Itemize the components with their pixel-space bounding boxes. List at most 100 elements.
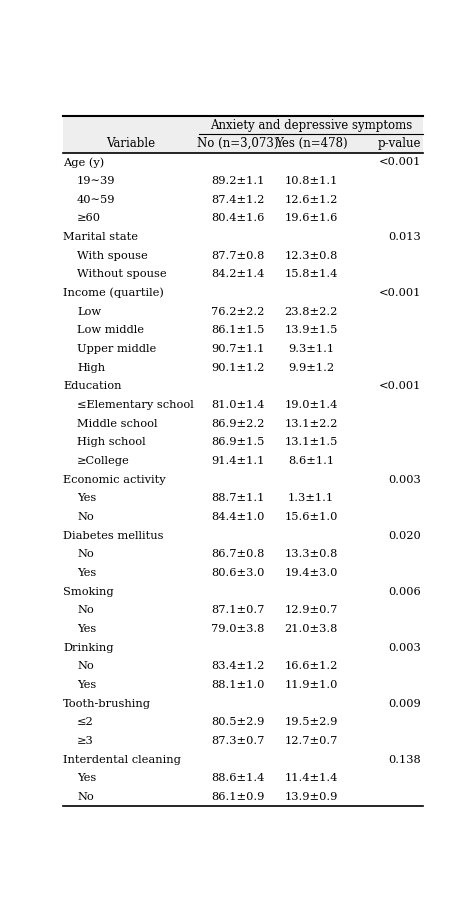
Text: p-value: p-value (378, 137, 421, 151)
Text: 83.4±1.2: 83.4±1.2 (211, 661, 264, 671)
Text: 13.1±2.2: 13.1±2.2 (284, 419, 338, 429)
Text: Low middle: Low middle (77, 325, 144, 335)
Text: 15.8±1.4: 15.8±1.4 (284, 269, 338, 279)
Text: <0.001: <0.001 (379, 289, 421, 298)
Text: 81.0±1.4: 81.0±1.4 (211, 400, 264, 410)
Text: <0.001: <0.001 (379, 382, 421, 392)
Text: 19.6±1.6: 19.6±1.6 (284, 214, 338, 224)
Text: ≥3: ≥3 (77, 736, 94, 746)
Text: 88.6±1.4: 88.6±1.4 (211, 773, 264, 783)
Text: 80.5±2.9: 80.5±2.9 (211, 718, 264, 728)
Text: 23.8±2.2: 23.8±2.2 (284, 307, 338, 317)
Text: No: No (77, 792, 94, 803)
Text: 90.7±1.1: 90.7±1.1 (211, 344, 264, 354)
Text: No: No (77, 661, 94, 671)
Text: 9.3±1.1: 9.3±1.1 (288, 344, 334, 354)
Text: Age (y): Age (y) (63, 157, 104, 168)
Text: Yes: Yes (77, 680, 96, 690)
Text: 19.0±1.4: 19.0±1.4 (284, 400, 338, 410)
Text: 9.9±1.2: 9.9±1.2 (288, 362, 334, 373)
Text: Upper middle: Upper middle (77, 344, 156, 354)
Text: 10.8±1.1: 10.8±1.1 (284, 176, 338, 186)
Text: With spouse: With spouse (77, 251, 148, 261)
Text: Diabetes mellitus: Diabetes mellitus (63, 530, 164, 540)
Text: ≥60: ≥60 (77, 214, 101, 224)
Text: ≥College: ≥College (77, 456, 130, 466)
Bar (63, 116, 423, 153)
Text: Income (quartile): Income (quartile) (63, 288, 164, 299)
Text: 0.009: 0.009 (388, 698, 421, 708)
Text: 12.9±0.7: 12.9±0.7 (284, 605, 338, 615)
Text: 0.006: 0.006 (388, 587, 421, 597)
Text: 87.4±1.2: 87.4±1.2 (211, 194, 264, 205)
Text: 1.3±1.1: 1.3±1.1 (288, 493, 334, 503)
Text: 13.1±1.5: 13.1±1.5 (284, 437, 338, 447)
Text: 0.003: 0.003 (388, 475, 421, 485)
Text: 13.9±1.5: 13.9±1.5 (284, 325, 338, 335)
Text: Marital state: Marital state (63, 232, 138, 242)
Text: 40∼59: 40∼59 (77, 194, 116, 205)
Text: 86.7±0.8: 86.7±0.8 (211, 550, 264, 560)
Text: ≤2: ≤2 (77, 718, 94, 728)
Text: 87.7±0.8: 87.7±0.8 (211, 251, 264, 261)
Text: No (n=3,073): No (n=3,073) (197, 137, 278, 151)
Text: 87.3±0.7: 87.3±0.7 (211, 736, 264, 746)
Text: 12.6±1.2: 12.6±1.2 (284, 194, 338, 205)
Text: ≤Elementary school: ≤Elementary school (77, 400, 194, 410)
Text: 16.6±1.2: 16.6±1.2 (284, 661, 338, 671)
Text: 19∼39: 19∼39 (77, 176, 116, 186)
Text: Education: Education (63, 382, 122, 392)
Text: 19.5±2.9: 19.5±2.9 (284, 718, 338, 728)
Text: Low: Low (77, 307, 101, 317)
Text: 84.4±1.0: 84.4±1.0 (211, 512, 264, 522)
Text: 84.2±1.4: 84.2±1.4 (211, 269, 264, 279)
Text: Yes: Yes (77, 624, 96, 634)
Text: 86.1±1.5: 86.1±1.5 (211, 325, 264, 335)
Text: Yes: Yes (77, 568, 96, 578)
Text: 0.138: 0.138 (388, 755, 421, 765)
Text: 80.6±3.0: 80.6±3.0 (211, 568, 264, 578)
Text: 89.2±1.1: 89.2±1.1 (211, 176, 264, 186)
Text: 79.0±3.8: 79.0±3.8 (211, 624, 264, 634)
Text: Tooth-brushing: Tooth-brushing (63, 698, 151, 708)
Text: No: No (77, 512, 94, 522)
Text: 11.9±1.0: 11.9±1.0 (284, 680, 338, 690)
Text: Variable: Variable (106, 137, 155, 151)
Text: 0.020: 0.020 (388, 530, 421, 540)
Text: Yes: Yes (77, 773, 96, 783)
Text: 8.6±1.1: 8.6±1.1 (288, 456, 334, 466)
Text: Economic activity: Economic activity (63, 475, 166, 485)
Text: Without spouse: Without spouse (77, 269, 167, 279)
Text: 13.9±0.9: 13.9±0.9 (284, 792, 338, 803)
Text: 0.003: 0.003 (388, 643, 421, 653)
Text: Middle school: Middle school (77, 419, 157, 429)
Text: High: High (77, 362, 105, 373)
Text: 0.013: 0.013 (388, 232, 421, 242)
Text: 86.9±2.2: 86.9±2.2 (211, 419, 264, 429)
Text: 15.6±1.0: 15.6±1.0 (284, 512, 338, 522)
Text: 12.3±0.8: 12.3±0.8 (284, 251, 338, 261)
Text: 86.9±1.5: 86.9±1.5 (211, 437, 264, 447)
Text: Anxiety and depressive symptoms: Anxiety and depressive symptoms (210, 119, 412, 131)
Text: 90.1±1.2: 90.1±1.2 (211, 362, 264, 373)
Text: Smoking: Smoking (63, 587, 114, 597)
Text: 11.4±1.4: 11.4±1.4 (284, 773, 338, 783)
Text: 13.3±0.8: 13.3±0.8 (284, 550, 338, 560)
Text: Yes: Yes (77, 493, 96, 503)
Text: No: No (77, 605, 94, 615)
Text: Interdental cleaning: Interdental cleaning (63, 755, 181, 765)
Text: Yes (n=478): Yes (n=478) (275, 137, 347, 151)
Text: 88.7±1.1: 88.7±1.1 (211, 493, 264, 503)
Text: 86.1±0.9: 86.1±0.9 (211, 792, 264, 803)
Text: Drinking: Drinking (63, 643, 114, 653)
Text: 91.4±1.1: 91.4±1.1 (211, 456, 264, 466)
Text: No: No (77, 550, 94, 560)
Text: 88.1±1.0: 88.1±1.0 (211, 680, 264, 690)
Text: <0.001: <0.001 (379, 157, 421, 167)
Text: 21.0±3.8: 21.0±3.8 (284, 624, 338, 634)
Text: 12.7±0.7: 12.7±0.7 (284, 736, 338, 746)
Text: High school: High school (77, 437, 146, 447)
Text: 80.4±1.6: 80.4±1.6 (211, 214, 264, 224)
Text: 76.2±2.2: 76.2±2.2 (211, 307, 264, 317)
Text: 87.1±0.7: 87.1±0.7 (211, 605, 264, 615)
